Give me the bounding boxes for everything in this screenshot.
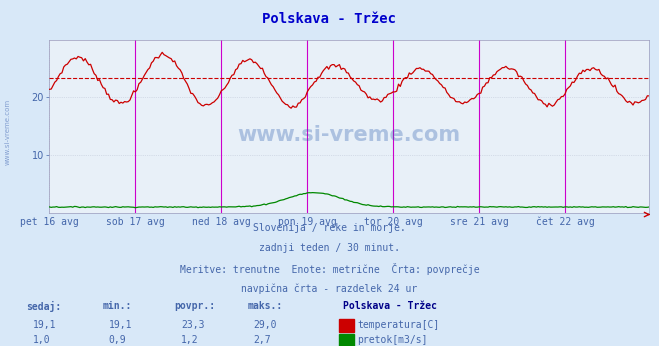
Text: 2,7: 2,7 — [254, 335, 272, 345]
Text: min.:: min.: — [102, 301, 132, 311]
Text: www.si-vreme.com: www.si-vreme.com — [238, 125, 461, 145]
Text: navpična črta - razdelek 24 ur: navpična črta - razdelek 24 ur — [241, 283, 418, 294]
Text: www.si-vreme.com: www.si-vreme.com — [5, 98, 11, 165]
Text: 19,1: 19,1 — [33, 320, 57, 330]
Text: maks.:: maks.: — [247, 301, 282, 311]
Text: 0,9: 0,9 — [109, 335, 127, 345]
Text: temperatura[C]: temperatura[C] — [357, 320, 440, 330]
Text: 1,2: 1,2 — [181, 335, 199, 345]
Text: 29,0: 29,0 — [254, 320, 277, 330]
Text: povpr.:: povpr.: — [175, 301, 215, 311]
Text: 19,1: 19,1 — [109, 320, 132, 330]
Text: 1,0: 1,0 — [33, 335, 51, 345]
Text: Slovenija / reke in morje.: Slovenija / reke in morje. — [253, 223, 406, 233]
Text: Polskava - Tržec: Polskava - Tržec — [343, 301, 437, 311]
Text: 23,3: 23,3 — [181, 320, 205, 330]
Text: Meritve: trenutne  Enote: metrične  Črta: povprečje: Meritve: trenutne Enote: metrične Črta: … — [180, 263, 479, 275]
Text: Polskava - Tržec: Polskava - Tržec — [262, 12, 397, 26]
Text: pretok[m3/s]: pretok[m3/s] — [357, 335, 428, 345]
Text: sedaj:: sedaj: — [26, 301, 61, 312]
Text: zadnji teden / 30 minut.: zadnji teden / 30 minut. — [259, 243, 400, 253]
